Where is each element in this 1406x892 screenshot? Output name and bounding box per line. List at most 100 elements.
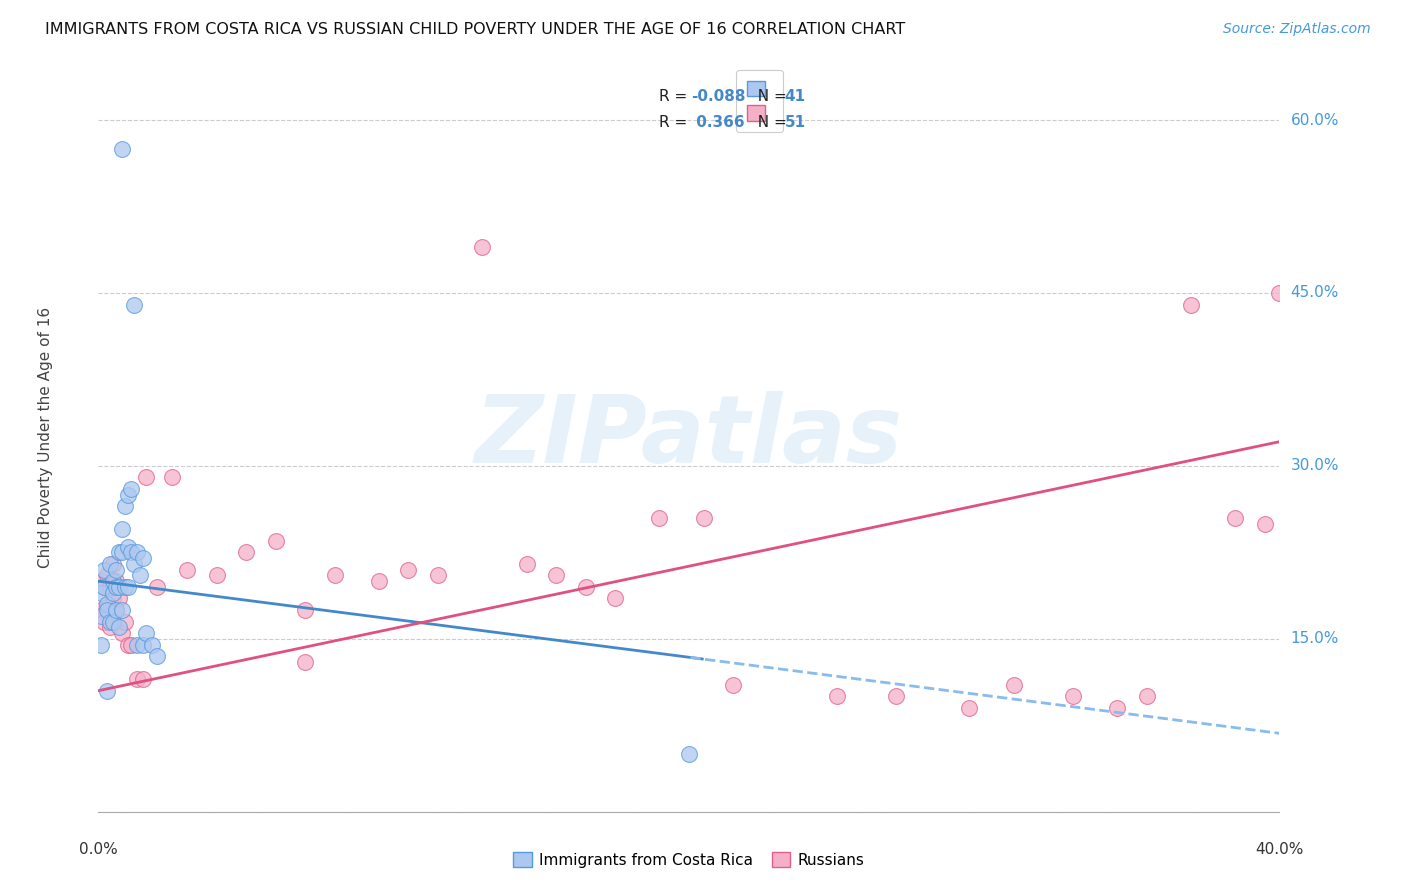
Point (427, 568, 450, 582)
Point (368, 574, 391, 589)
Point (1002, 678, 1025, 692)
Point (135, 626, 157, 640)
Point (103, 585, 125, 599)
Text: 0.0%: 0.0% (79, 842, 118, 857)
Text: 15.0%: 15.0% (1291, 632, 1339, 647)
Text: 0.366: 0.366 (692, 115, 745, 130)
Text: N =: N = (748, 115, 792, 130)
Point (1062, 690, 1084, 704)
Text: 41: 41 (785, 88, 806, 103)
Point (111, 626, 134, 640)
Point (1225, 510, 1247, 524)
Point (108, 591, 131, 606)
Point (114, 500, 136, 514)
Point (93, 615, 115, 629)
Point (114, 615, 136, 629)
Point (125, 545, 148, 559)
Text: 40.0%: 40.0% (1256, 842, 1303, 857)
Point (294, 603, 316, 617)
Point (90, 574, 112, 589)
Point (605, 591, 627, 606)
Text: Source: ZipAtlas.com: Source: ZipAtlas.com (1223, 22, 1371, 37)
Point (125, 672, 148, 686)
Point (959, 701, 981, 715)
Point (575, 580, 598, 594)
Point (1180, 297, 1202, 311)
Point (96, 603, 118, 617)
Point (146, 580, 169, 594)
Point (162, 470, 183, 484)
Point (93, 580, 115, 594)
Point (125, 638, 148, 652)
Point (205, 568, 228, 582)
Point (825, 690, 848, 704)
Legend: Immigrants from Costa Rica, Russians: Immigrants from Costa Rica, Russians (506, 844, 872, 875)
Point (103, 615, 125, 629)
Point (111, 142, 134, 156)
Point (105, 563, 128, 577)
Point (132, 672, 155, 686)
Point (103, 591, 125, 606)
Point (122, 557, 145, 571)
Point (323, 568, 346, 582)
Point (90, 603, 112, 617)
Point (176, 563, 198, 577)
Point (93, 563, 115, 577)
Point (648, 510, 671, 524)
Point (103, 574, 125, 589)
Point (98, 557, 121, 571)
Point (1268, 285, 1291, 300)
Point (96, 568, 118, 582)
Point (90, 608, 112, 623)
Point (132, 638, 155, 652)
Point (98, 620, 121, 634)
Point (90, 638, 112, 652)
Point (693, 510, 716, 524)
Point (117, 580, 139, 594)
Point (117, 540, 139, 554)
Point (398, 563, 420, 577)
Point (108, 580, 131, 594)
Point (1107, 701, 1129, 715)
Point (111, 522, 134, 536)
Point (105, 603, 128, 617)
Text: R =: R = (659, 115, 693, 130)
Point (678, 747, 700, 761)
Point (723, 678, 745, 692)
Point (516, 557, 538, 571)
Point (120, 638, 142, 652)
Point (117, 638, 139, 652)
Point (111, 545, 134, 559)
Point (264, 533, 287, 548)
Point (108, 545, 131, 559)
Point (122, 297, 145, 311)
Point (546, 568, 568, 582)
Point (120, 482, 142, 496)
Point (1254, 516, 1277, 531)
Point (235, 545, 257, 559)
Point (117, 488, 139, 502)
Point (103, 557, 125, 571)
Point (98, 580, 121, 594)
Point (1136, 690, 1159, 704)
Text: 30.0%: 30.0% (1291, 458, 1339, 474)
Point (93, 580, 115, 594)
Point (98, 615, 121, 629)
Text: ZIPatlas: ZIPatlas (475, 391, 903, 483)
Text: N =: N = (748, 88, 792, 103)
Point (294, 655, 316, 669)
Point (105, 580, 128, 594)
Text: Child Poverty Under the Age of 16: Child Poverty Under the Age of 16 (38, 307, 53, 567)
Point (111, 603, 134, 617)
Point (120, 545, 142, 559)
Point (108, 620, 131, 634)
Point (884, 690, 907, 704)
Point (96, 603, 118, 617)
Point (90, 585, 112, 599)
Point (114, 580, 136, 594)
Text: 51: 51 (785, 115, 806, 130)
Point (105, 603, 128, 617)
Text: R =: R = (659, 88, 693, 103)
Point (471, 240, 494, 254)
Point (135, 470, 157, 484)
